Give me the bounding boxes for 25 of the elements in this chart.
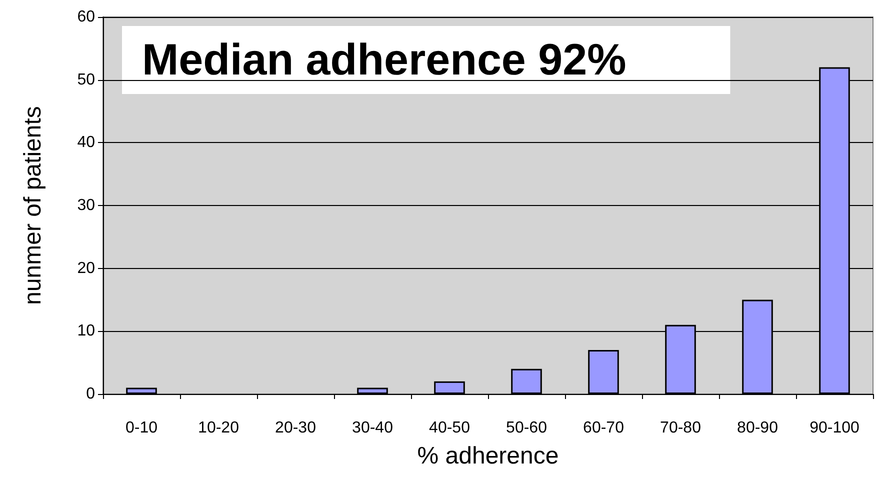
y-tick-label: 40 (77, 134, 96, 152)
bar (588, 350, 619, 394)
y-tick-label: 50 (77, 71, 96, 88)
x-tick-label: 80-90 (737, 420, 778, 436)
x-tick-label: 10-20 (198, 420, 240, 436)
x-tick-label: 40-50 (429, 420, 470, 436)
x-tick-label: 30-40 (352, 420, 394, 436)
y-tick-label: 30 (77, 197, 96, 214)
y-tick-label: 20 (77, 260, 96, 277)
x-tick-label: 0-10 (125, 420, 158, 436)
bar (511, 368, 542, 394)
x-tick-label: 90-100 (810, 420, 860, 436)
y-tick-label: 10 (77, 322, 96, 340)
y-tick-label: 60 (77, 8, 96, 26)
x-tick-label: 60-70 (583, 420, 624, 436)
x-tick-label: 50-60 (506, 420, 548, 436)
bar (357, 388, 388, 394)
x-tick-label: 20-30 (275, 420, 316, 436)
annotation: Median adherence 92% (142, 36, 626, 84)
x-tick-label: 70-80 (660, 420, 702, 436)
x-axis-title: % adherence (417, 442, 559, 470)
y-axis-title: nunmer of patients (20, 106, 46, 305)
bar (126, 388, 157, 394)
y-tick-label: 0 (86, 386, 96, 402)
bar (434, 381, 465, 394)
